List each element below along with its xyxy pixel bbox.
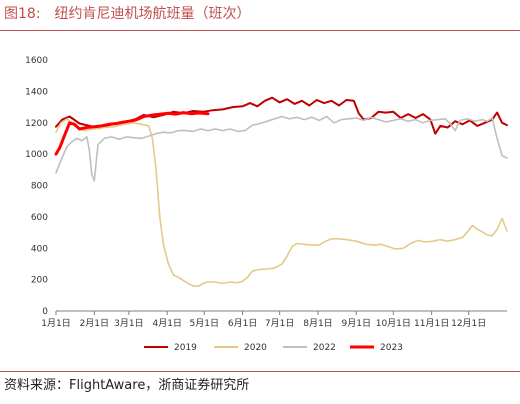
legend-label-2022: 2022: [313, 343, 336, 353]
y-tick-label: 1000: [25, 150, 48, 160]
series-line-2022: [55, 115, 508, 182]
x-tick-label: 5月1日: [190, 318, 219, 329]
x-tick-label: 1月1日: [41, 318, 70, 329]
y-tick-label: 1200: [25, 119, 48, 129]
x-tick-label: 6月1日: [228, 318, 257, 329]
y-tick-label: 1400: [25, 87, 48, 97]
y-tick-label: 800: [31, 182, 48, 192]
x-tick-label: 8月1日: [303, 318, 332, 329]
x-tick-label: 2月1日: [80, 318, 109, 329]
line-chart: 0 200 400 600 800 1000 1200 1400 1600 1月1日 2月1日 3月1…: [25, 56, 508, 353]
x-tick-label: 11月1日: [414, 318, 449, 329]
source-divider: [0, 371, 520, 372]
figure-number: 图18:: [4, 6, 41, 22]
y-tick-label: 600: [31, 213, 48, 223]
y-tick-label: 0: [42, 307, 48, 317]
legend-label-2020: 2020: [244, 343, 267, 353]
chart-legend: 2019 2020 2022 2023: [144, 343, 403, 353]
chart-axes: 0 200 400 600 800 1000 1200 1400 1600 1月1日 2月1日 3月1…: [25, 56, 507, 329]
x-tick-label: 9月1日: [342, 318, 371, 329]
legend-label-2023: 2023: [380, 343, 403, 353]
y-tick-label: 200: [31, 276, 48, 286]
legend-label-2019: 2019: [174, 343, 197, 353]
y-tick-label: 400: [31, 244, 48, 254]
series-line-2019: [55, 96, 508, 135]
x-tick-label: 12月1日: [451, 318, 486, 329]
series-line-2023: [54, 111, 210, 156]
chart-lines: [54, 96, 508, 287]
x-tick-label: 3月1日: [114, 318, 143, 329]
series-line-2020: [55, 118, 508, 287]
x-tick-label: 7月1日: [265, 318, 294, 329]
source-note: 资料来源：FlightAware，浙商证券研究所: [4, 378, 250, 393]
title-divider: [0, 30, 520, 31]
x-tick-label: 4月1日: [152, 318, 181, 329]
figure-title: 图18: 纽约肯尼迪机场航班量（班次）: [4, 4, 251, 24]
figure-title-text: 纽约肯尼迪机场航班量（班次）: [54, 6, 251, 22]
x-tick-label: 10月1日: [376, 318, 411, 329]
y-tick-label: 1600: [25, 56, 48, 66]
